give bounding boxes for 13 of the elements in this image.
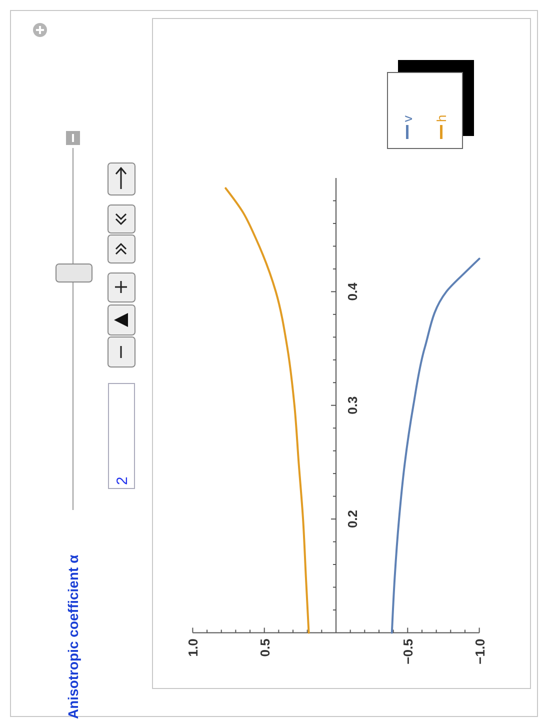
y-tick-label: 0.2 <box>345 510 360 528</box>
x-tick-label: −1.0 <box>472 638 488 664</box>
text: 2 <box>114 476 131 485</box>
x-tick-label: −0.5 <box>400 638 416 664</box>
y-tick-label: 0.3 <box>345 396 360 414</box>
text: Anisotropic coefficient α <box>65 554 81 719</box>
text: v <box>400 115 415 122</box>
x-tick-label: 0.5 <box>257 638 272 657</box>
y-tick-label: 0.4 <box>345 282 360 301</box>
line-series <box>390 258 480 634</box>
line-series <box>224 187 310 634</box>
text: h <box>434 114 449 122</box>
x-tick-label: 1.0 <box>186 638 201 657</box>
